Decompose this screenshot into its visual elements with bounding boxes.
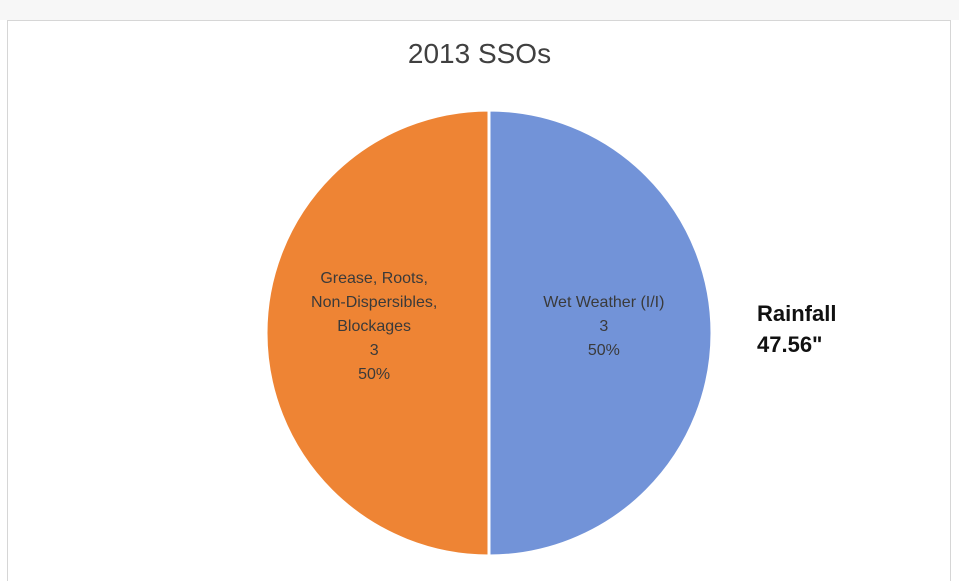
slice-value-label: 3: [599, 318, 608, 335]
pie-slice-1: [487, 108, 714, 558]
slice-category-label: Non-Dispersibles,: [311, 294, 437, 311]
rainfall-annotation: Rainfall 47.56": [757, 298, 836, 360]
pie-slice-label-2: Grease, Roots, Non-Dispersibles, Blockages…: [311, 270, 437, 383]
slice-percent-label: 50%: [358, 366, 390, 383]
slice-category-label: Wet Weather (I/I): [543, 294, 664, 311]
rainfall-value: 47.56": [757, 332, 823, 357]
slice-value-label: 3: [370, 342, 379, 359]
rainfall-label: Rainfall: [757, 301, 837, 326]
slice-category-label: Grease, Roots,: [320, 270, 428, 287]
pie-slice-2: [264, 108, 491, 558]
slice-category-label: Blockages: [337, 318, 411, 335]
slice-percent-label: 50%: [588, 342, 620, 359]
chart-title: 2013 SSOs: [407, 38, 552, 69]
pie-slice-label-1: Wet Weather (I/I) 3 50%: [543, 294, 664, 359]
cropped-caption-strip: [0, 0, 959, 20]
